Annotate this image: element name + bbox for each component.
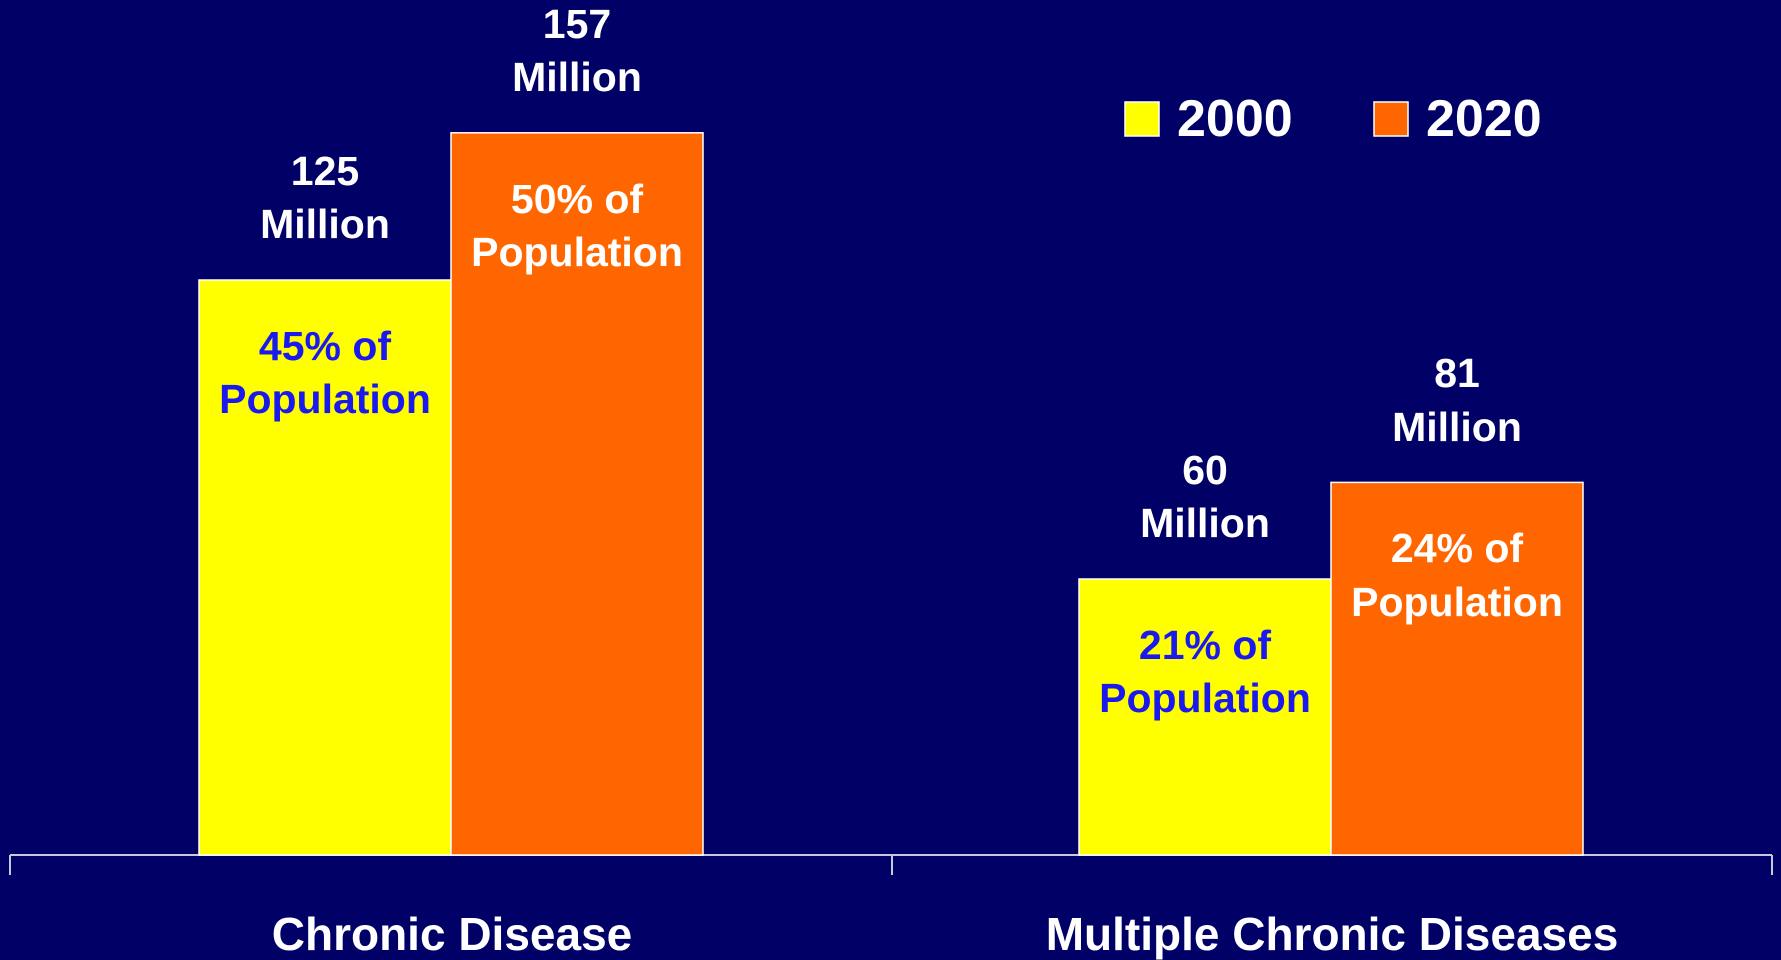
legend-swatch: [1124, 101, 1160, 137]
value-label: 81 Million: [1392, 350, 1522, 450]
x-tick-label: Chronic Disease: [271, 908, 633, 960]
legend-label: 2020: [1426, 90, 1542, 148]
share-label: 21% of Population: [1099, 622, 1311, 722]
share-label: 50% of Population: [471, 175, 683, 276]
bar: [450, 132, 704, 856]
bar: [198, 279, 452, 856]
bar: [1078, 578, 1332, 856]
x-tick-label: Multiple Chronic Diseases: [1045, 908, 1619, 960]
share-label: 45% of Population: [219, 323, 431, 423]
share-label: 24% of Population: [1351, 525, 1563, 625]
value-label: 157 Million: [512, 0, 642, 101]
legend-swatch: [1373, 101, 1409, 137]
bar: [1330, 481, 1584, 856]
value-label: 60 Million: [1140, 447, 1270, 547]
value-label: 125 Million: [260, 148, 390, 248]
legend-label: 2000: [1177, 90, 1293, 148]
